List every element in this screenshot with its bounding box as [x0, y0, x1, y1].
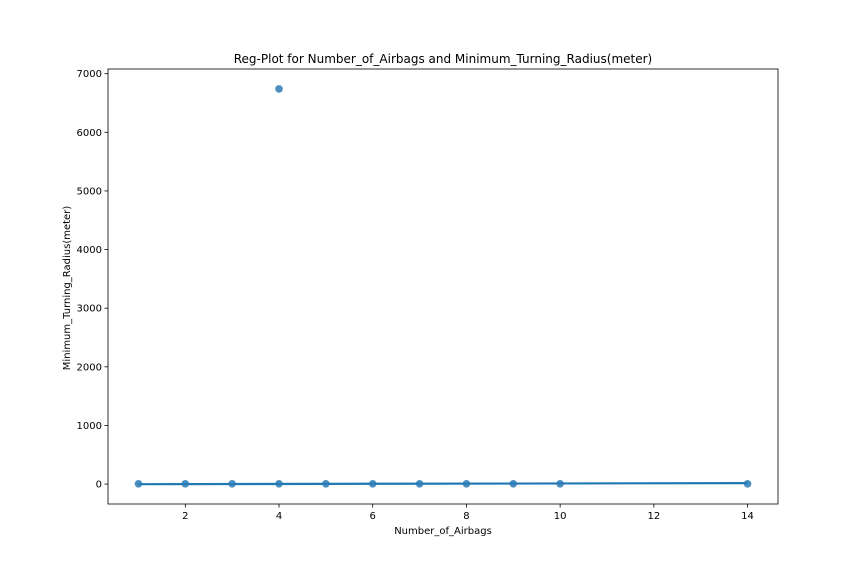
chart-title: Reg-Plot for Number_of_Airbags and Minim…	[234, 52, 652, 66]
plot-frame	[107, 68, 779, 505]
scatter-point	[181, 479, 190, 488]
scatter-point	[462, 479, 471, 488]
y-tick-label: 4000	[77, 245, 102, 256]
scatter-point	[275, 85, 283, 93]
y-tick-label: 7000	[77, 69, 102, 80]
y-tick-label: 1000	[77, 421, 102, 432]
x-tick-label: 6	[370, 511, 376, 522]
regression-line	[138, 482, 748, 486]
scatter-point	[509, 479, 518, 488]
scatter-point	[134, 479, 143, 488]
x-tick-label: 10	[554, 511, 567, 522]
x-tick-label: 2	[182, 511, 188, 522]
scatter-point	[275, 479, 283, 488]
scatter-point	[415, 479, 424, 488]
scatter-point	[556, 479, 564, 488]
scatter-point	[743, 479, 752, 488]
y-tick-label: 0	[96, 480, 102, 491]
scatter-point	[322, 479, 330, 488]
y-tick-label: 3000	[77, 304, 102, 315]
x-tick-label: 12	[647, 511, 660, 522]
y-tick-label: 5000	[77, 186, 102, 197]
x-tick-label: 14	[741, 511, 754, 522]
marks-layer	[134, 85, 752, 488]
x-tick-label: 8	[463, 511, 469, 522]
y-tick-label: 6000	[77, 128, 102, 139]
x-axis-label: Number_of_Airbags	[394, 526, 492, 537]
scatter-point	[368, 479, 377, 488]
tick-layer: 2 4 6 8 10 12 14 0 1000 2000 3000 4000 5000 6000 7000	[77, 69, 754, 522]
y-axis-label: Minimum_Turning_Radius(meter)	[62, 206, 73, 371]
x-tick-label: 4	[276, 511, 282, 522]
scatter-point	[228, 479, 236, 488]
y-tick-label: 2000	[77, 362, 102, 373]
